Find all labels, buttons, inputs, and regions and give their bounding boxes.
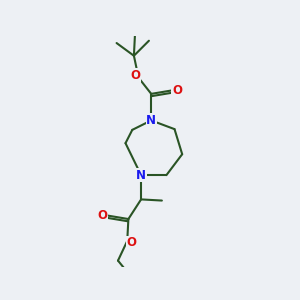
Text: N: N bbox=[146, 114, 156, 127]
Text: O: O bbox=[131, 69, 141, 82]
Text: O: O bbox=[126, 236, 136, 249]
Text: N: N bbox=[136, 169, 146, 182]
Text: O: O bbox=[98, 209, 107, 222]
Text: O: O bbox=[172, 84, 182, 97]
